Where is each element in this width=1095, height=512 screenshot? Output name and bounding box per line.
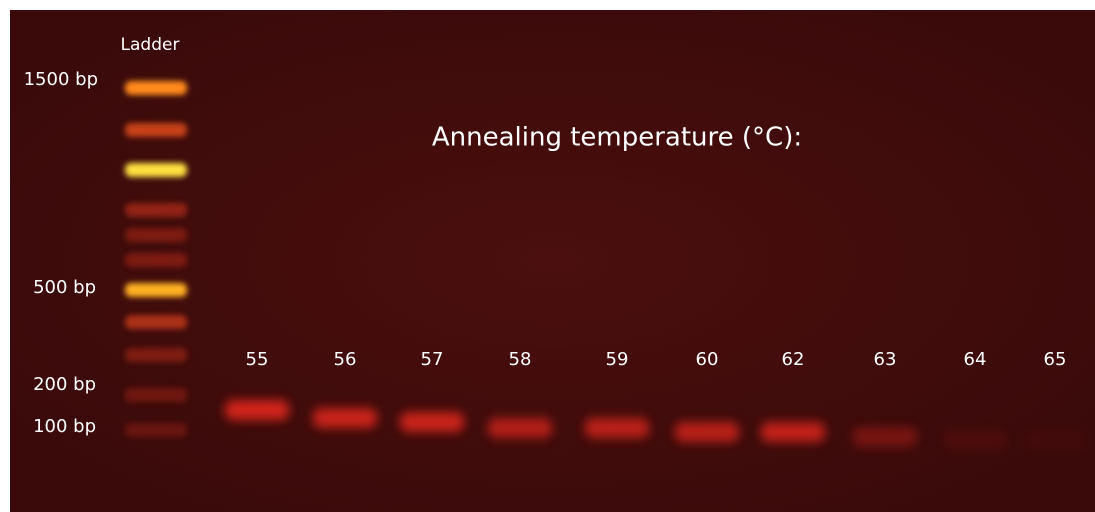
sample-band (1023, 430, 1087, 450)
size-marker: 500 bp (33, 277, 96, 298)
sample-band (761, 422, 825, 442)
ladder-band (125, 163, 187, 177)
gel-background (10, 10, 1095, 512)
lane-labels: 55 56 57 58 59 60 62 63 64 65 (246, 349, 1067, 370)
sample-band (675, 422, 739, 442)
lane-label: 60 (696, 349, 719, 370)
lane-label: 56 (334, 349, 357, 370)
ladder-band (125, 123, 187, 137)
ladder-band (125, 315, 187, 329)
sample-band (853, 427, 917, 447)
sample-band (400, 412, 464, 432)
ladder-band (125, 348, 187, 362)
lane-label: 55 (246, 349, 269, 370)
size-marker: 200 bp (33, 374, 96, 395)
sample-band (225, 400, 289, 420)
title: Annealing temperature (°C): (432, 123, 802, 153)
ladder-band (125, 388, 187, 402)
lane-label: 59 (606, 349, 629, 370)
ladder-band (125, 203, 187, 217)
ladder-band (125, 228, 187, 242)
lane-label: 58 (509, 349, 532, 370)
sample-band (585, 418, 649, 438)
size-marker: 1500 bp (24, 69, 98, 90)
lane-label: 62 (782, 349, 805, 370)
sample-band (488, 418, 552, 438)
ladder-label: Ladder (121, 35, 180, 55)
ladder-band (125, 423, 187, 437)
bands (125, 81, 1087, 450)
ladder-band (125, 283, 187, 297)
ladder-band (125, 253, 187, 267)
size-marker: 100 bp (33, 416, 96, 437)
sample-band (943, 430, 1007, 450)
lane-label: 63 (874, 349, 897, 370)
ladder-band (125, 81, 187, 95)
sample-band (313, 408, 377, 428)
lane-label: 64 (964, 349, 987, 370)
lane-label: 65 (1044, 349, 1067, 370)
lane-label: 57 (421, 349, 444, 370)
